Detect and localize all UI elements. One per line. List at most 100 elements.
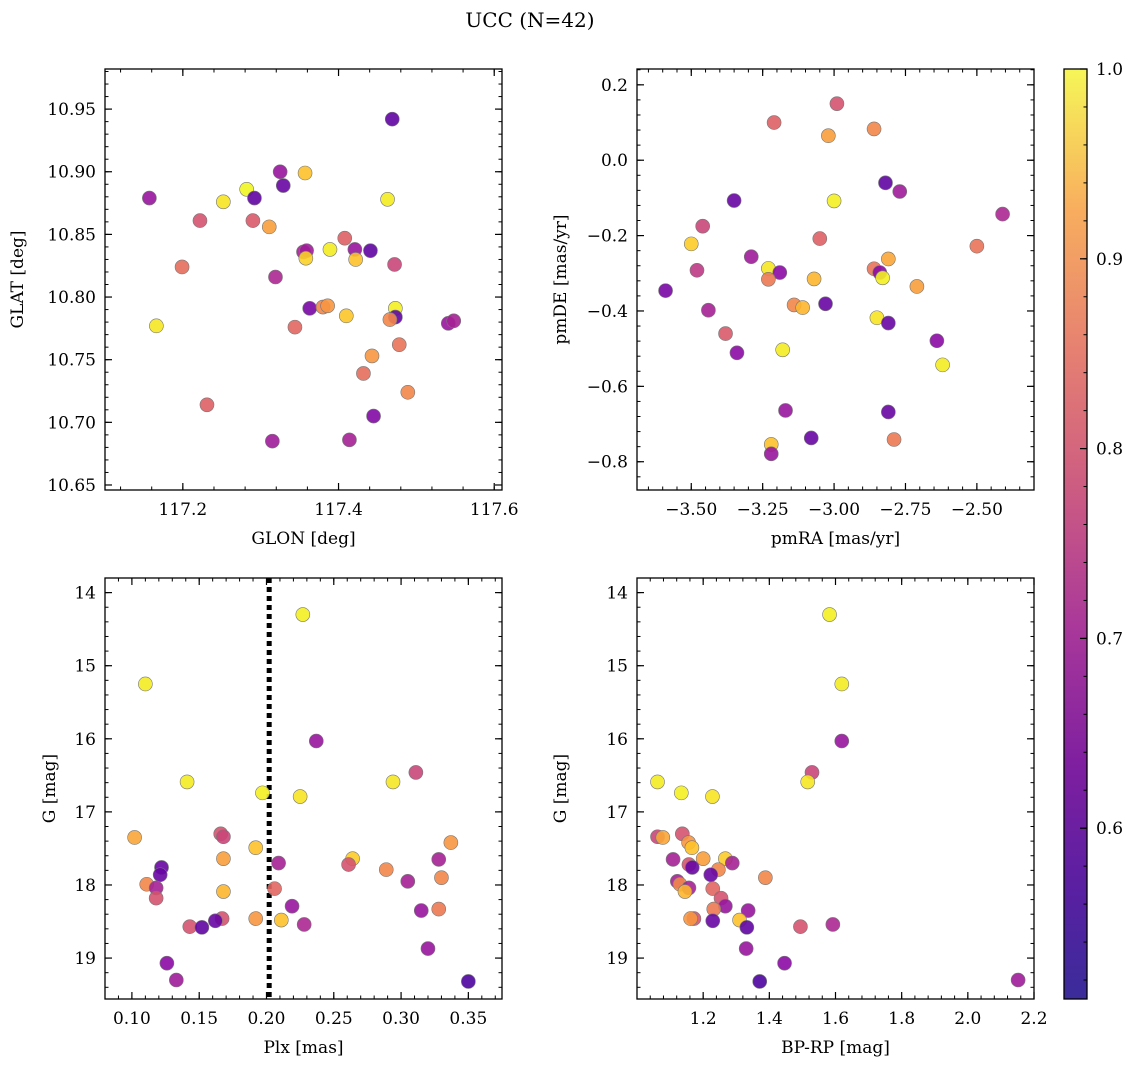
data-point <box>775 342 790 358</box>
data-point <box>216 884 231 899</box>
colorbar: 0.6 0.7 0.8 0.9 1.0 <box>1063 60 1123 1000</box>
figure-title: UCC (N=42) <box>465 8 594 32</box>
data-point <box>337 230 353 246</box>
data-point <box>724 855 740 871</box>
data-point <box>881 404 896 420</box>
data-point <box>752 974 768 989</box>
data-point <box>296 917 312 932</box>
y-tick-label: 10.70 <box>47 413 96 433</box>
data-point <box>152 867 168 883</box>
data-point <box>434 870 449 885</box>
y-axis-label: pmDE [mas/yr] <box>551 214 571 344</box>
scatter-points <box>142 111 462 449</box>
x-tick-label: 1.4 <box>756 1009 783 1029</box>
data-point <box>825 917 841 932</box>
data-point <box>726 193 742 208</box>
data-point <box>763 446 779 462</box>
data-point <box>408 765 424 780</box>
y-tick-label: 10.85 <box>47 225 96 245</box>
panel-3: 0.10 0.15 0.20 0.25 0.30 0.35 14 15 16 17 18 19 Plx … <box>40 577 503 1058</box>
data-point <box>216 851 231 866</box>
data-point <box>159 955 175 971</box>
y-tick-label: 10.95 <box>47 100 96 120</box>
data-point <box>265 433 280 449</box>
data-point <box>308 733 324 749</box>
y-tick-label: 10.80 <box>47 288 96 308</box>
data-point <box>761 272 776 287</box>
data-point <box>273 912 289 928</box>
data-point <box>400 384 416 400</box>
data-point <box>446 313 462 329</box>
data-point <box>929 333 945 349</box>
scatter-points <box>127 578 476 999</box>
y-tick-label: 10.90 <box>47 163 96 183</box>
x-tick-label: 1.2 <box>690 1009 717 1029</box>
data-point <box>812 231 828 246</box>
data-point <box>245 213 261 228</box>
data-point <box>739 920 755 935</box>
data-point <box>255 785 270 801</box>
data-point <box>364 348 380 364</box>
data-point <box>772 265 788 280</box>
x-axis-label: Plx [mas] <box>263 1038 343 1058</box>
x-tick-label: 1.6 <box>822 1009 849 1029</box>
colorbar-tick-label: 0.8 <box>1096 440 1123 460</box>
data-point <box>875 270 890 286</box>
data-point <box>431 901 447 917</box>
axes-frame <box>104 68 503 491</box>
data-point <box>271 855 286 871</box>
data-point <box>247 190 262 206</box>
data-point <box>199 397 215 413</box>
data-point <box>718 326 733 341</box>
x-tick-label: 0.10 <box>113 1009 151 1029</box>
scatter-points <box>650 607 1026 989</box>
data-point <box>766 115 782 130</box>
x-tick-label: 1.8 <box>888 1009 915 1029</box>
data-point <box>348 252 363 267</box>
data-point <box>298 250 314 266</box>
data-point <box>461 974 476 989</box>
data-point <box>778 403 793 418</box>
data-point <box>705 789 720 804</box>
data-point <box>674 785 689 801</box>
data-point <box>179 774 195 790</box>
data-point <box>378 862 394 877</box>
data-point <box>287 319 303 335</box>
data-point <box>738 941 754 956</box>
x-tick-label: 117.2 <box>159 500 208 520</box>
data-point <box>829 96 845 111</box>
data-point <box>295 607 311 622</box>
data-point <box>192 213 208 228</box>
data-point <box>995 206 1010 222</box>
data-point <box>866 121 882 137</box>
data-point <box>443 835 459 850</box>
y-tick-label: 15 <box>606 657 628 677</box>
data-point <box>703 867 719 883</box>
y-tick-label: 17 <box>74 803 96 823</box>
data-point <box>149 318 164 334</box>
data-point <box>665 852 681 867</box>
data-point <box>777 955 792 971</box>
data-point <box>684 840 700 856</box>
y-tick-label: 17 <box>606 803 628 823</box>
data-point <box>886 432 902 447</box>
data-point <box>695 851 711 866</box>
panel-4: 1.2 1.4 1.6 1.8 2.0 2.2 14 15 16 17 18 19 BP-RP [mag… <box>551 577 1048 1058</box>
data-point <box>818 296 833 312</box>
data-point <box>268 269 283 285</box>
data-point <box>248 911 264 926</box>
colorbar-tick-label: 1.0 <box>1096 60 1123 80</box>
x-tick-label: −3.00 <box>808 500 860 520</box>
data-point <box>658 283 673 298</box>
y-tick-label: −0.8 <box>587 453 628 473</box>
data-point <box>705 913 721 929</box>
x-tick-label: −2.50 <box>951 500 1003 520</box>
data-point <box>683 911 698 926</box>
y-tick-label: 14 <box>74 584 96 604</box>
data-point <box>148 890 164 906</box>
data-point <box>169 972 184 988</box>
data-point <box>701 302 716 318</box>
y-axis-label: GLAT [deg] <box>8 230 28 328</box>
data-point <box>142 190 157 206</box>
y-tick-label: 10.65 <box>47 476 96 496</box>
